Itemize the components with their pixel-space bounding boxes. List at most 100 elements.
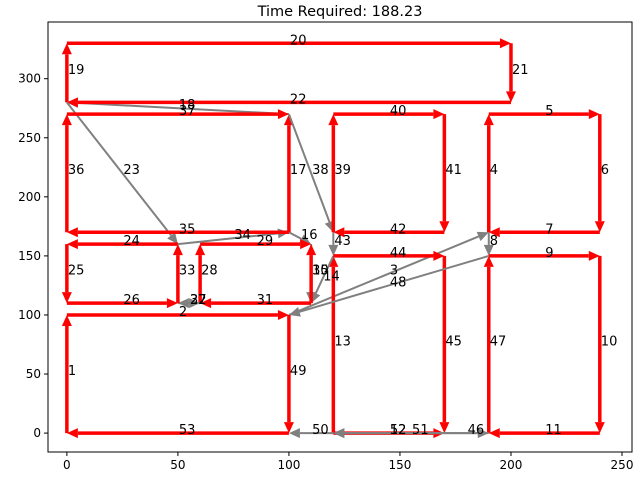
arrow-head xyxy=(505,91,516,103)
arrow-label: 44 xyxy=(390,246,407,261)
x-tick-label: 100 xyxy=(277,458,300,472)
arrow-label: 42 xyxy=(390,222,407,237)
arrow-label: 35 xyxy=(179,222,196,237)
arrow-head xyxy=(61,114,72,126)
arrow-head xyxy=(333,227,345,238)
arrow-head xyxy=(300,239,312,250)
arrow-label: 41 xyxy=(445,163,462,178)
arrow-head xyxy=(594,221,605,233)
y-tick-label: 100 xyxy=(18,308,41,322)
arrow-label: 50 xyxy=(312,423,329,438)
arrow-label: 30 xyxy=(312,264,329,279)
x-tick-label: 250 xyxy=(611,458,634,472)
y-tick-label: 250 xyxy=(18,131,41,145)
y-tick-label: 50 xyxy=(26,367,41,381)
arrow-label: 19 xyxy=(68,63,85,78)
arrow-label: 4 xyxy=(490,163,498,178)
arrow-head xyxy=(288,428,300,439)
arrow-label: 28 xyxy=(201,264,218,279)
arrow-label: 9 xyxy=(545,246,553,261)
arrow-label: 6 xyxy=(601,163,609,178)
arrow-head xyxy=(172,244,183,256)
arrow-head xyxy=(488,227,500,238)
arrow-label: 38 xyxy=(312,163,329,178)
arrow-head xyxy=(433,250,445,261)
arrow-label: 22 xyxy=(290,92,307,107)
arrow-label: 27 xyxy=(190,293,207,308)
arrow-head xyxy=(588,109,600,120)
arrow-label: 31 xyxy=(257,293,274,308)
arrow-label: 33 xyxy=(179,264,196,279)
arrow-head xyxy=(328,114,339,126)
arrow-label: 26 xyxy=(123,293,140,308)
arrow-head xyxy=(167,232,178,245)
arrow-head xyxy=(483,244,494,256)
arrow-label: 13 xyxy=(334,335,351,350)
arrow-head xyxy=(439,221,450,233)
arrow-label: 25 xyxy=(68,264,85,279)
arrow-head xyxy=(166,298,178,309)
arrow-head xyxy=(277,109,289,120)
arrow-label: 1 xyxy=(68,364,76,379)
arrow-label: 17 xyxy=(290,163,307,178)
arrow-head xyxy=(306,244,317,256)
arrow-label: 2 xyxy=(179,305,187,320)
arrow-head xyxy=(488,428,500,439)
arrow-head xyxy=(177,298,189,309)
arrow-head xyxy=(66,97,78,108)
y-tick-label: 0 xyxy=(33,426,41,440)
arrow-head xyxy=(288,307,301,317)
arrow-label: 36 xyxy=(68,163,85,178)
arrow-label: 12 xyxy=(390,423,407,438)
arrow-head xyxy=(499,38,511,49)
axes-frame xyxy=(47,21,633,453)
y-tick-label: 300 xyxy=(18,72,41,86)
arrow xyxy=(287,113,331,223)
arrow-head xyxy=(333,428,345,439)
arrow-head xyxy=(61,292,72,304)
arrow-head xyxy=(433,109,445,120)
arrow-head xyxy=(328,244,339,256)
arrow-label: 10 xyxy=(601,335,618,350)
arrow xyxy=(66,101,172,237)
arrow-label: 11 xyxy=(545,423,562,438)
arrow-label: 23 xyxy=(123,163,140,178)
arrow-label: 53 xyxy=(179,423,196,438)
chart-title: Time Required: 188.23 xyxy=(257,4,423,20)
arrow xyxy=(299,254,490,313)
arrow-head xyxy=(588,250,600,261)
arrow-label: 37 xyxy=(179,104,196,119)
arrow xyxy=(288,235,479,316)
arrow-head xyxy=(66,227,78,238)
arrow-label: 51 xyxy=(412,423,429,438)
arrow xyxy=(314,255,335,294)
arrow-label: 20 xyxy=(290,33,307,48)
arrow xyxy=(177,232,279,246)
arrow-label: 14 xyxy=(323,270,340,285)
x-tick-label: 50 xyxy=(170,458,185,472)
arrow-head xyxy=(195,244,206,256)
arrow-label: 48 xyxy=(390,275,407,290)
arrow-label: 40 xyxy=(390,104,407,119)
x-tick-label: 0 xyxy=(63,458,71,472)
arrow-head xyxy=(483,255,494,267)
x-tick-label: 150 xyxy=(389,458,412,472)
arrow-label: 39 xyxy=(334,163,351,178)
arrow-label: 24 xyxy=(123,234,140,249)
arrow-head xyxy=(328,255,339,267)
arrow-head xyxy=(594,422,605,434)
y-tick-label: 150 xyxy=(18,249,41,263)
arrow-label: 29 xyxy=(257,234,274,249)
x-tick-label: 200 xyxy=(500,458,523,472)
arrow-head xyxy=(61,43,72,55)
arrow-label: 16 xyxy=(301,228,318,243)
arrow-label: 8 xyxy=(490,234,498,249)
arrow-head xyxy=(61,314,72,326)
arrow-label: 15 xyxy=(312,264,329,279)
arrow-head xyxy=(483,114,494,126)
arrow xyxy=(288,231,302,240)
arrow-label: 34 xyxy=(234,228,251,243)
arrow-label: 49 xyxy=(290,364,307,379)
arrow-label: 18 xyxy=(179,98,196,113)
arrow-label: 47 xyxy=(490,335,507,350)
